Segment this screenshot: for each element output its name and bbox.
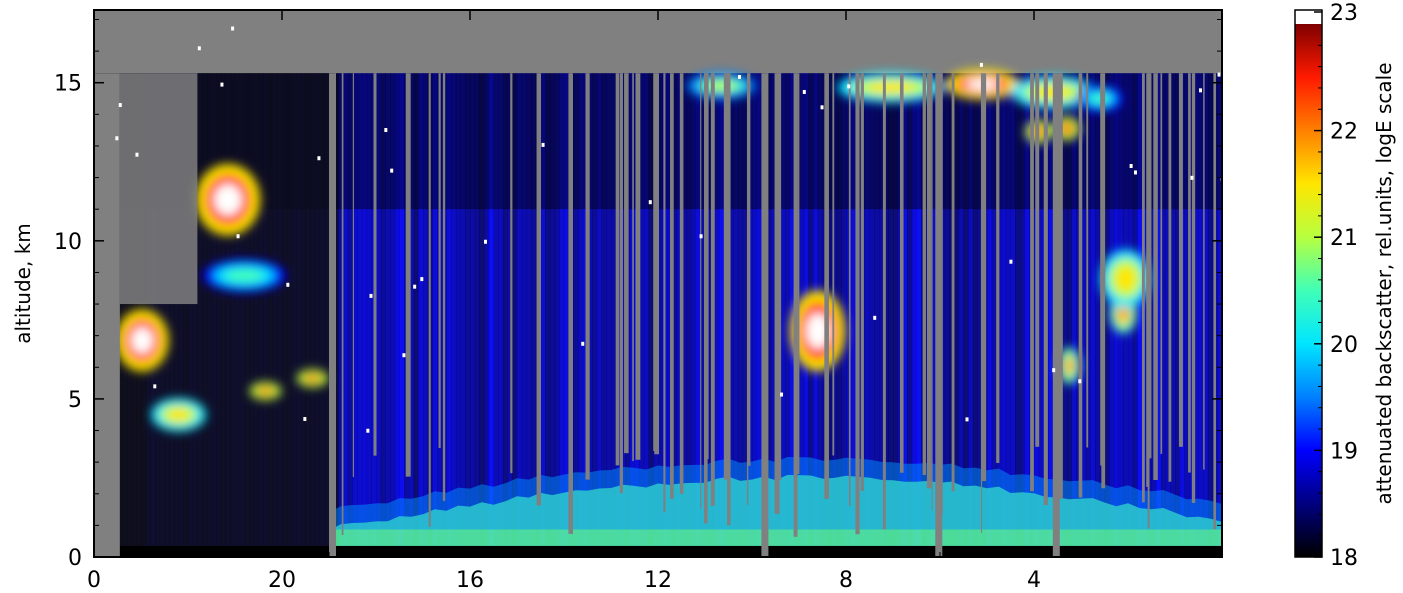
data-dropouts xyxy=(94,26,1222,557)
cloud-core-3 xyxy=(225,269,264,282)
cloud-core-14 xyxy=(1065,358,1073,373)
x-axis: 4 8 12 16 20 0 xyxy=(87,10,1176,593)
colorbar-tick-label-1: 19 xyxy=(1330,439,1358,464)
cloud-core-11 xyxy=(1090,93,1110,104)
plot-area xyxy=(94,10,1222,557)
cloud-core-8 xyxy=(865,81,916,93)
colorbar-tick-label-5: 23 xyxy=(1330,1,1358,26)
x-tick-label-2: 12 xyxy=(644,568,672,593)
cloud-core-6 xyxy=(706,81,737,91)
y-axis-title: altitude, km xyxy=(11,223,35,344)
colorbar: 18 19 20 21 22 23 xyxy=(1294,1,1358,571)
cloud-core-4 xyxy=(259,388,272,394)
cloud-core-13 xyxy=(1062,124,1072,133)
colorbar-ticks: 18 19 20 21 22 23 xyxy=(1314,1,1358,571)
colorbar-gradient xyxy=(1295,24,1322,557)
x-tick-label-3: 16 xyxy=(456,568,484,593)
colorbar-title: attenuated backscatter, rel.units, logE … xyxy=(1372,62,1396,504)
cloud-core-0 xyxy=(131,326,154,354)
x-tick-label-1: 8 xyxy=(839,568,853,593)
cloud-core-7 xyxy=(806,312,830,350)
x-tick-label-0: 4 xyxy=(1027,568,1041,593)
colorbar-frame xyxy=(1294,9,1323,558)
x-tick-label-4: 20 xyxy=(268,568,296,593)
colorbar-tick-label-0: 18 xyxy=(1330,546,1358,571)
y-axis: 0 5 10 15 xyxy=(54,18,1222,571)
colorbar-tick-label-4: 22 xyxy=(1330,120,1358,145)
y-tick-label-3: 15 xyxy=(54,72,82,97)
cloud-core-2 xyxy=(213,183,243,216)
x-tick-label-5: 0 xyxy=(87,568,101,593)
cloud-core-15 xyxy=(1118,305,1129,322)
cloud-core-16 xyxy=(1115,266,1137,292)
y-tick-label-1: 5 xyxy=(68,388,82,413)
cloud-core-1 xyxy=(166,408,191,422)
colorbar-tick-label-3: 21 xyxy=(1330,226,1358,251)
y-tick-label-0: 0 xyxy=(68,546,82,571)
y-tick-label-2: 10 xyxy=(54,230,82,255)
colorbar-tick-label-2: 20 xyxy=(1330,333,1358,358)
cloud-core-5 xyxy=(306,375,319,381)
colorbar-saturation-cap xyxy=(1295,10,1322,24)
